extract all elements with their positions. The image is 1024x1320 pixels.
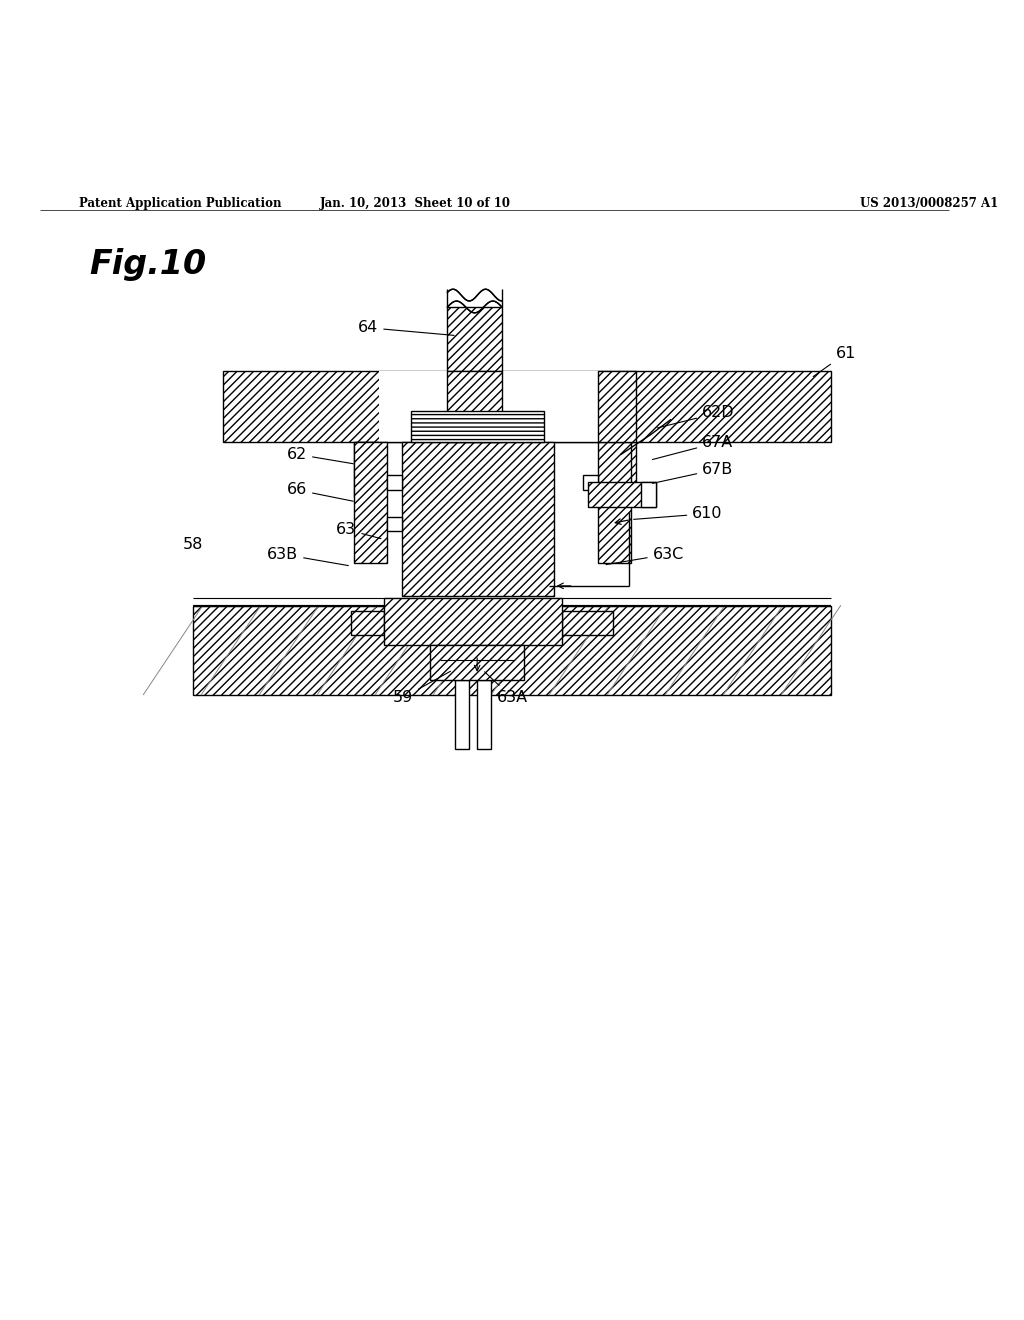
Bar (598, 442, 631, 564)
Text: 63: 63 (336, 521, 381, 539)
Bar (598, 371, 636, 442)
Bar (387, 516, 401, 532)
Text: US 2013/0008257 A1: US 2013/0008257 A1 (860, 197, 998, 210)
Bar (641, 482, 655, 507)
Text: 63A: 63A (484, 672, 527, 705)
Bar (447, 288, 502, 308)
Text: 610: 610 (634, 506, 723, 521)
Bar (412, 411, 544, 442)
Bar (430, 645, 524, 680)
Bar (384, 598, 562, 645)
Bar (584, 475, 598, 490)
Bar (589, 482, 655, 507)
Text: 62: 62 (287, 446, 353, 463)
Bar (379, 371, 606, 442)
Text: Jan. 10, 2013  Sheet 10 of 10: Jan. 10, 2013 Sheet 10 of 10 (319, 197, 511, 210)
Bar (387, 475, 401, 490)
Text: Patent Application Publication: Patent Application Publication (79, 197, 282, 210)
Bar (401, 442, 554, 595)
Bar (447, 371, 502, 442)
Bar (354, 442, 387, 564)
Text: 63C: 63C (606, 546, 684, 565)
Bar (193, 606, 830, 694)
Text: 59: 59 (393, 672, 451, 705)
Bar (476, 680, 490, 748)
Bar (455, 680, 469, 748)
Text: Fig.10: Fig.10 (89, 248, 206, 281)
Text: 58: 58 (183, 537, 204, 552)
Bar (222, 371, 830, 442)
Text: 67A: 67A (652, 434, 733, 459)
Text: 62D: 62D (657, 405, 735, 428)
Bar (447, 308, 502, 371)
Bar (562, 611, 613, 635)
Text: 64: 64 (358, 321, 454, 335)
Text: 66: 66 (287, 482, 353, 502)
Text: 61: 61 (813, 346, 856, 376)
Text: 67B: 67B (652, 462, 733, 483)
Bar (606, 442, 636, 496)
Bar (351, 611, 384, 635)
Text: 63B: 63B (267, 546, 348, 565)
Bar (354, 442, 379, 496)
